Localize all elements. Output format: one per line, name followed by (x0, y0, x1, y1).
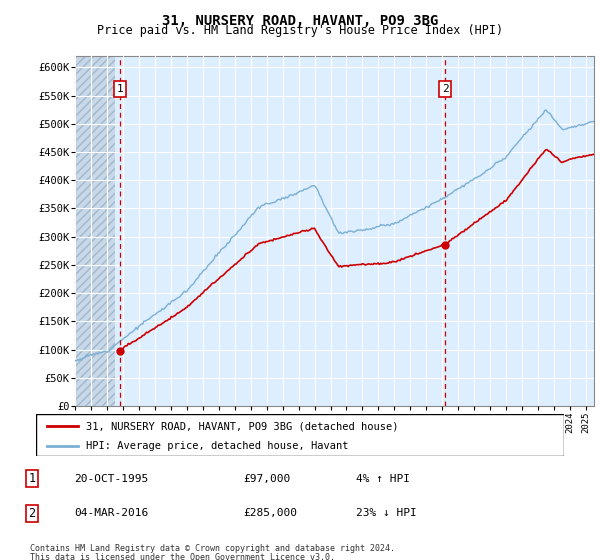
Text: £97,000: £97,000 (244, 474, 291, 484)
Text: 31, NURSERY ROAD, HAVANT, PO9 3BG: 31, NURSERY ROAD, HAVANT, PO9 3BG (162, 14, 438, 28)
Text: 1: 1 (29, 472, 35, 485)
Text: 4% ↑ HPI: 4% ↑ HPI (356, 474, 410, 484)
Text: 31, NURSERY ROAD, HAVANT, PO9 3BG (detached house): 31, NURSERY ROAD, HAVANT, PO9 3BG (detac… (86, 421, 398, 431)
Text: £285,000: £285,000 (244, 508, 298, 519)
Text: Price paid vs. HM Land Registry's House Price Index (HPI): Price paid vs. HM Land Registry's House … (97, 24, 503, 36)
Text: 23% ↓ HPI: 23% ↓ HPI (356, 508, 417, 519)
Text: Contains HM Land Registry data © Crown copyright and database right 2024.: Contains HM Land Registry data © Crown c… (30, 544, 395, 553)
Text: 20-OCT-1995: 20-OCT-1995 (74, 474, 149, 484)
Text: 2: 2 (29, 507, 35, 520)
FancyBboxPatch shape (36, 414, 564, 456)
Bar (75, 56, 115, 406)
Text: 04-MAR-2016: 04-MAR-2016 (74, 508, 149, 519)
Text: HPI: Average price, detached house, Havant: HPI: Average price, detached house, Hava… (86, 441, 349, 451)
Text: 1: 1 (116, 84, 123, 94)
Text: This data is licensed under the Open Government Licence v3.0.: This data is licensed under the Open Gov… (30, 553, 335, 560)
Text: 2: 2 (442, 84, 448, 94)
